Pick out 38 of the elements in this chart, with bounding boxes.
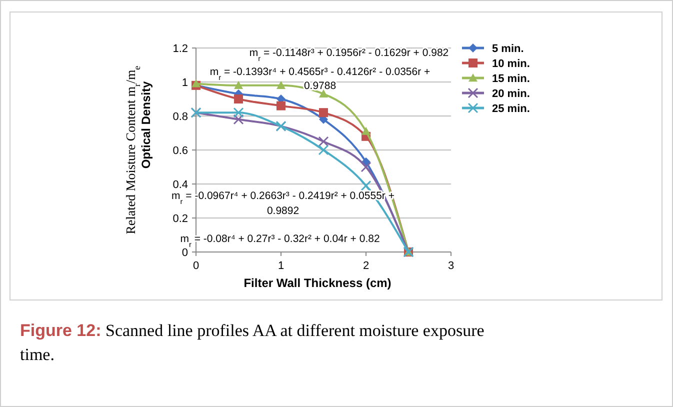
legend-label: 25 min. [492, 102, 530, 115]
legend-label: 20 min. [492, 88, 530, 100]
text: Optical Density [139, 80, 153, 169]
annotation: 0.9892 [266, 205, 300, 217]
x-tick-label: 0 [192, 260, 200, 272]
point [192, 79, 200, 88]
y-tick-label: 0.4 [172, 178, 188, 191]
point [360, 162, 372, 172]
point [319, 89, 328, 98]
legend-label: 15 min. [492, 72, 530, 85]
x-tick-label: 3 [448, 260, 454, 272]
y-tick-label: 0.2 [172, 212, 188, 225]
y-tick-label: 0.8 [172, 110, 188, 123]
point [360, 180, 372, 191]
point [319, 108, 328, 118]
annotation: m$_{r}$ = -0.1148r³ + 0.1956r² - 0.1629r + 0.982 [249, 47, 449, 62]
x-axis-title: Filter Wall Thickness (cm) [244, 276, 392, 290]
point [233, 107, 244, 118]
point [276, 80, 286, 89]
legend-label: 10 min. [492, 58, 530, 70]
x-tick-label: 2 [362, 260, 370, 272]
y-tick-label: 1 [182, 76, 188, 89]
point [318, 144, 329, 156]
legend-label: 5 min. [492, 42, 524, 55]
point [362, 126, 370, 135]
y-tick-label: 0 [182, 246, 188, 259]
annotation: m$_{r}$ = -0.1393r⁴ + 0.4565r³ - 0.4126r² - 0.0356r + [210, 66, 430, 82]
text: Figure 12: Scanned line profiles AA at different moisture exposure time. [20, 321, 484, 364]
point [234, 94, 243, 104]
y-tick-label: 1.2 [172, 42, 188, 55]
x-tick-label: 1 [278, 260, 284, 272]
annotation: 0.9788 [304, 80, 336, 92]
y-tick-label: 0.6 [172, 144, 188, 157]
annotation: m$_{r}$ = -0.08r⁴ + 0.27r³ - 0.32r² + 0.04r + 0.82 [180, 233, 380, 248]
point [276, 101, 286, 110]
point [233, 114, 244, 125]
point [234, 80, 243, 89]
point [318, 136, 329, 147]
